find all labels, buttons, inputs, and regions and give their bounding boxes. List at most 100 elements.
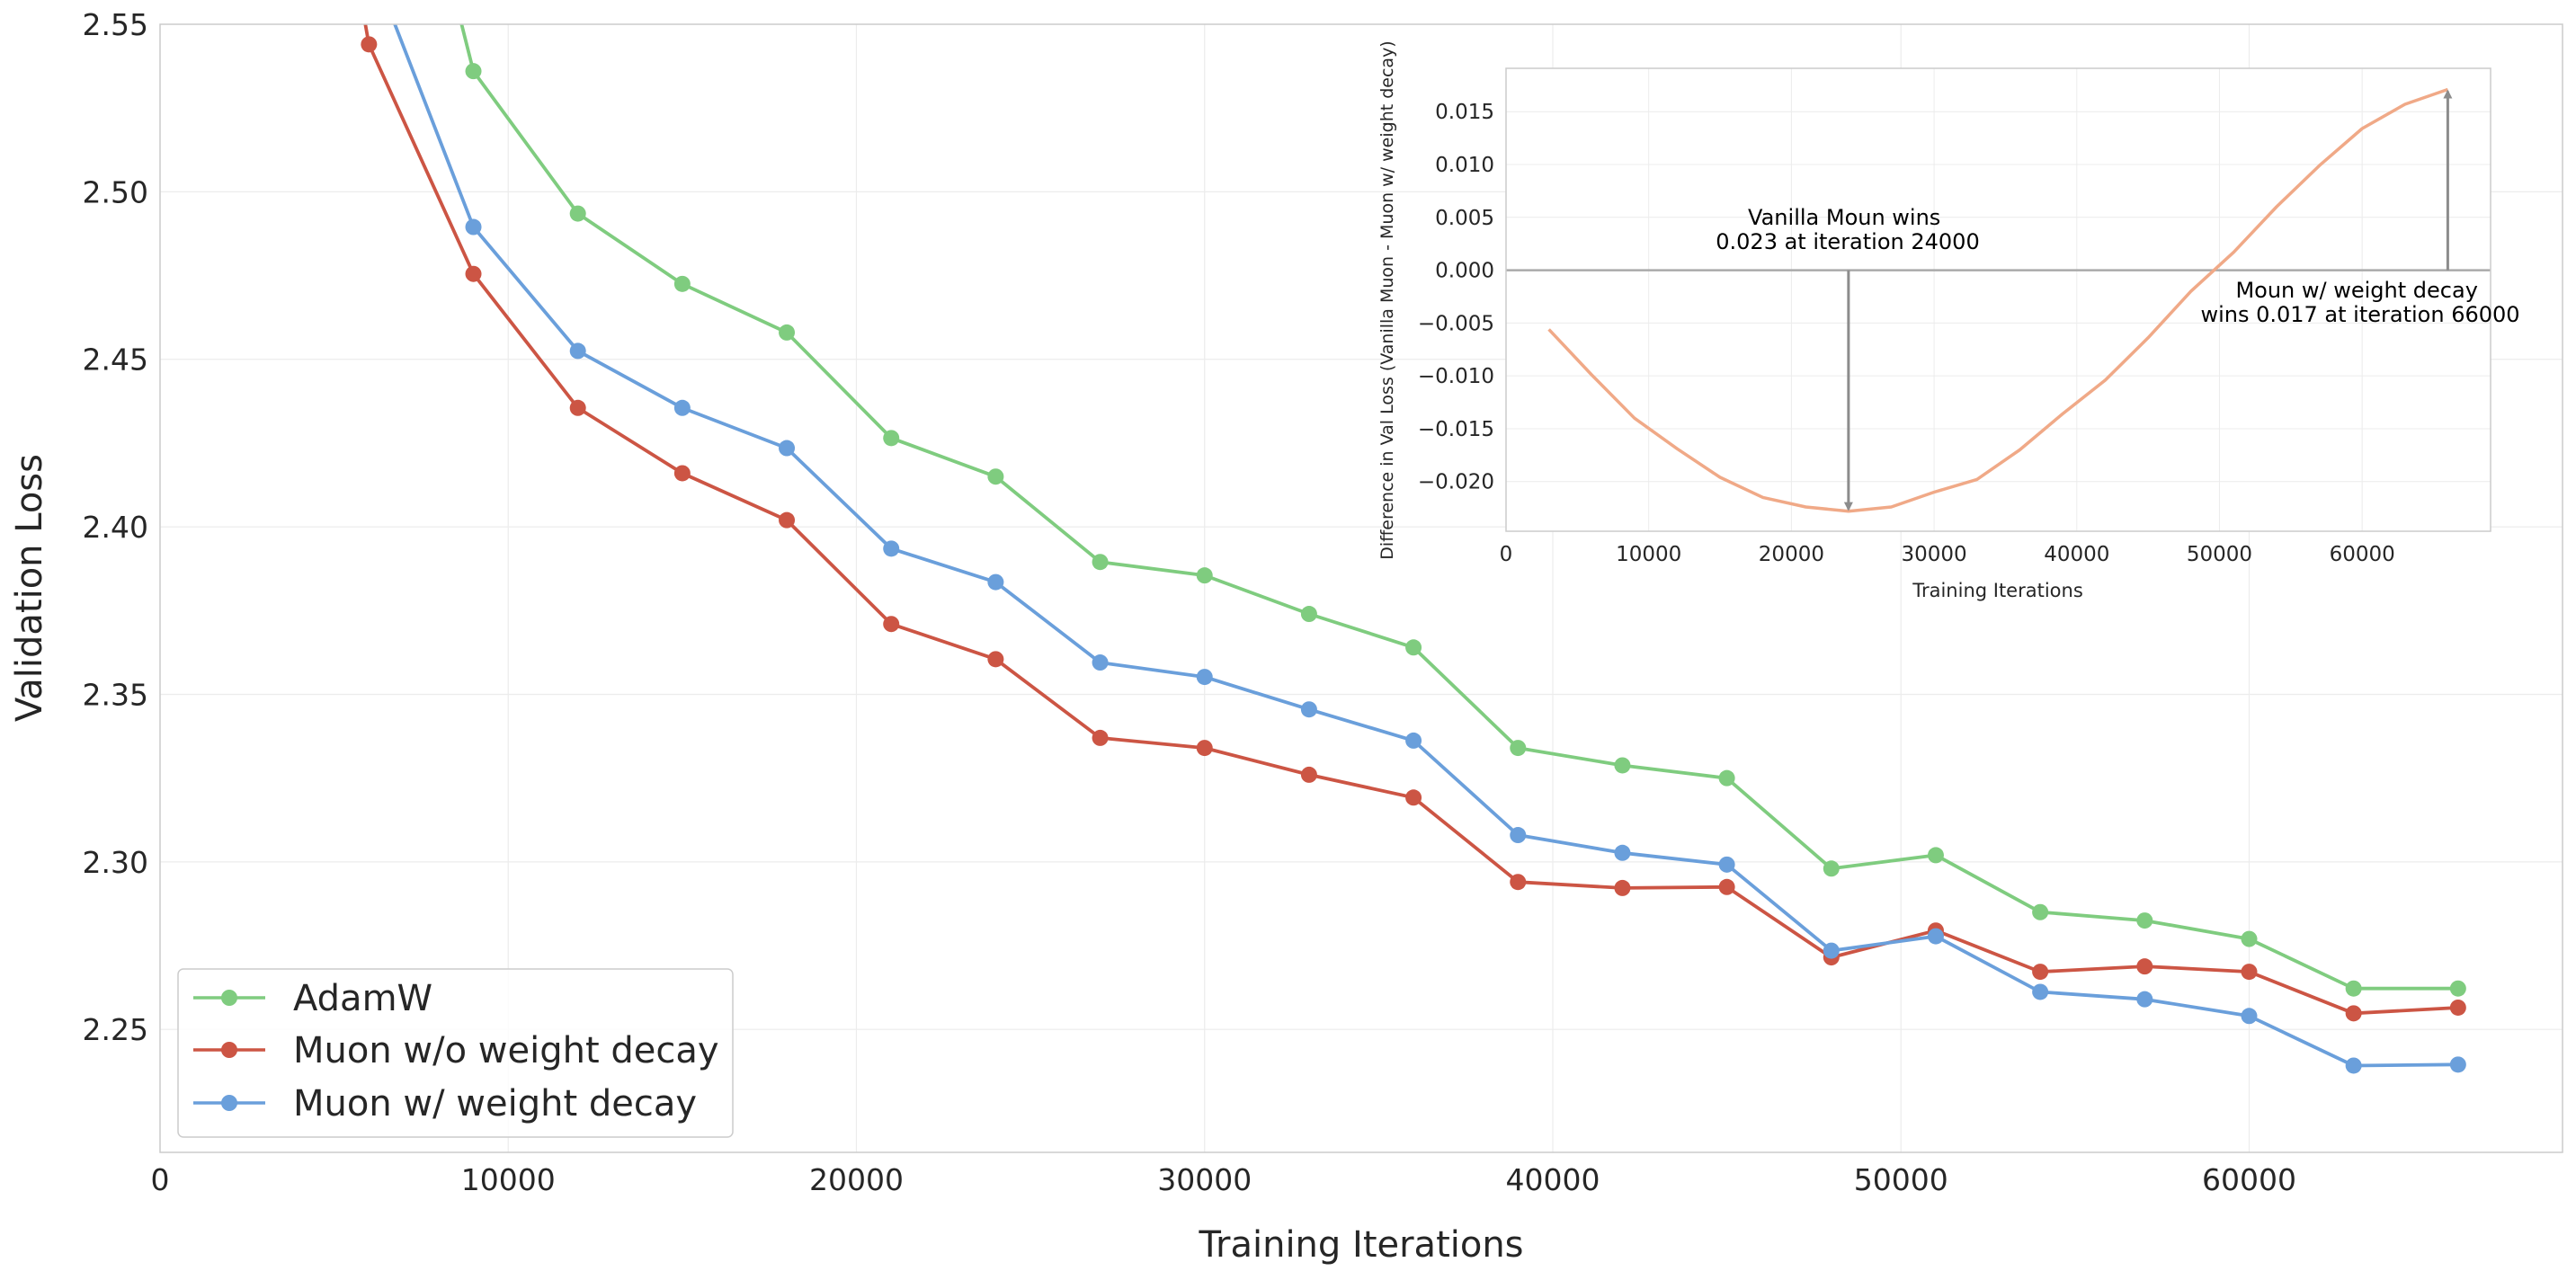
point-adamw-21000 (883, 430, 900, 447)
point-adamw-66000 (2449, 980, 2466, 997)
inset-annotation-wd-wins-line1: Moun w/ weight decay (2235, 278, 2477, 303)
point-muon-w-weight-decay-15000 (673, 399, 691, 416)
inset-x-tick-10000: 10000 (1616, 543, 1681, 566)
legend-marker-muon-wd (221, 1095, 237, 1111)
inset-y-tick-7: 0.015 (1435, 101, 1494, 124)
point-muon-w-o-weight-decay-60000 (2241, 964, 2258, 981)
point-muon-w-weight-decay-9000 (465, 218, 482, 236)
legend-item-muon-wd: Muon w/ weight decay (193, 1083, 697, 1124)
legend-label-muon-no-wd: Muon w/o weight decay (293, 1030, 719, 1071)
main-y-tick-0: 2.25 (83, 1012, 148, 1047)
inset-annotation-vanilla-wins-line1: Vanilla Moun wins (1748, 205, 1940, 230)
main-x-tick-0: 0 (151, 1162, 170, 1197)
point-muon-w-weight-decay-60000 (2241, 1008, 2258, 1025)
main-x-tick-50000: 50000 (1854, 1162, 1948, 1197)
point-muon-w-o-weight-decay-12000 (569, 399, 586, 416)
point-muon-w-o-weight-decay-66000 (2449, 999, 2466, 1016)
point-muon-w-weight-decay-48000 (1823, 942, 1840, 959)
inset-plot-frame (1505, 67, 2491, 532)
inset-x-tick-0: 0 (1500, 543, 1513, 566)
legend-label-adamw: AdamW (293, 978, 432, 1019)
point-muon-w-o-weight-decay-63000 (2345, 1005, 2362, 1022)
inset-y-tick-2: −0.010 (1418, 365, 1494, 388)
point-muon-w-o-weight-decay-21000 (883, 616, 900, 633)
main-x-tick-40000: 40000 (1505, 1162, 1600, 1197)
point-muon-w-o-weight-decay-42000 (1614, 879, 1631, 896)
main-series-lines (363, 24, 2458, 1068)
point-adamw-12000 (569, 205, 586, 222)
point-muon-w-o-weight-decay-6000 (361, 36, 378, 53)
point-muon-w-weight-decay-27000 (1092, 654, 1109, 671)
point-muon-w-weight-decay-45000 (1718, 856, 1735, 873)
point-adamw-30000 (1196, 567, 1213, 584)
point-adamw-54000 (2032, 903, 2049, 920)
inset-annotation-wd-wins-line2: wins 0.017 at iteration 66000 (2200, 302, 2519, 327)
point-muon-w-o-weight-decay-30000 (1196, 740, 1213, 757)
series-line-muon-w-o-weight-decay (363, 24, 2458, 1016)
main-x-tick-30000: 30000 (1157, 1162, 1252, 1197)
main-y-tick-labels: 2.25 2.30 2.35 2.40 2.45 2.50 2.55 (83, 7, 148, 1047)
inset-y-tick-1: −0.015 (1418, 418, 1494, 441)
main-y-axis-title: Validation Loss (9, 454, 50, 722)
point-muon-w-weight-decay-30000 (1196, 669, 1213, 686)
point-muon-w-weight-decay-54000 (2032, 983, 2049, 1000)
legend-item-muon-no-wd: Muon w/o weight decay (193, 1030, 719, 1071)
legend-frame (177, 968, 734, 1138)
inset-x-tick-labels: 0 10000 20000 30000 40000 50000 60000 (1500, 543, 2395, 566)
point-muon-w-o-weight-decay-33000 (1300, 766, 1317, 783)
main-x-tick-60000: 60000 (2202, 1162, 2296, 1197)
inset-annotation-arrows (1843, 89, 2453, 511)
main-y-tick-6: 2.55 (83, 7, 148, 42)
point-adamw-36000 (1405, 639, 1422, 656)
point-muon-w-weight-decay-12000 (569, 342, 586, 360)
point-muon-w-weight-decay-24000 (987, 573, 1004, 591)
point-muon-w-weight-decay-66000 (2449, 1056, 2466, 1073)
point-adamw-9000 (465, 63, 482, 80)
point-muon-w-weight-decay-33000 (1300, 701, 1317, 718)
inset-series-line-difference (1547, 87, 2448, 513)
inset-x-tick-20000: 20000 (1759, 543, 1824, 566)
inset-x-tick-60000: 60000 (2330, 543, 2395, 566)
main-y-tick-2: 2.35 (83, 677, 148, 712)
main-plot-frame (159, 23, 2563, 1153)
main-y-tick-3: 2.40 (83, 510, 148, 545)
point-adamw-39000 (1510, 740, 1527, 757)
point-adamw-42000 (1614, 757, 1631, 774)
legend-marker-adamw (221, 990, 237, 1006)
inset-y-tick-0: −0.020 (1418, 471, 1494, 494)
point-muon-w-weight-decay-36000 (1405, 732, 1422, 749)
point-muon-w-weight-decay-57000 (2136, 991, 2153, 1008)
point-muon-w-o-weight-decay-24000 (987, 651, 1004, 668)
point-adamw-24000 (987, 468, 1004, 485)
inset-x-tick-40000: 40000 (2044, 543, 2109, 566)
point-adamw-18000 (779, 324, 796, 341)
point-adamw-27000 (1092, 554, 1109, 571)
inset-annotation-vanilla-wins-line2: 0.023 at iteration 24000 (1716, 229, 1979, 254)
main-y-tick-5: 2.50 (83, 174, 148, 209)
point-adamw-63000 (2345, 980, 2362, 997)
point-muon-w-o-weight-decay-18000 (779, 511, 796, 529)
point-adamw-51000 (1927, 847, 1944, 864)
point-muon-w-weight-decay-18000 (779, 440, 796, 457)
inset-annotation-vanilla-wins: Vanilla Moun wins 0.023 at iteration 240… (1716, 205, 1979, 254)
inset-y-tick-5: 0.005 (1435, 207, 1494, 230)
inset-series-line (1547, 87, 2448, 513)
inset-x-tick-30000: 30000 (1902, 543, 1967, 566)
main-y-tick-1: 2.30 (83, 845, 148, 880)
inset-y-axis-title: Difference in Val Loss (Vanilla Muon - M… (1377, 40, 1397, 559)
point-muon-w-o-weight-decay-27000 (1092, 729, 1109, 746)
main-series-markers (361, 36, 2466, 1074)
inset-y-tick-6: 0.010 (1435, 154, 1494, 177)
point-muon-w-weight-decay-51000 (1927, 928, 1944, 945)
point-muon-w-o-weight-decay-15000 (673, 465, 691, 482)
inset-x-axis-title: Training Iterations (1912, 580, 2083, 601)
point-muon-w-weight-decay-39000 (1510, 827, 1527, 844)
point-adamw-45000 (1718, 769, 1735, 787)
point-adamw-15000 (673, 275, 691, 292)
inset-x-tick-50000: 50000 (2187, 543, 2252, 566)
point-muon-w-weight-decay-21000 (883, 540, 900, 557)
point-muon-w-weight-decay-63000 (2345, 1057, 2362, 1074)
legend-item-adamw: AdamW (193, 978, 432, 1019)
point-muon-w-o-weight-decay-54000 (2032, 964, 2049, 981)
